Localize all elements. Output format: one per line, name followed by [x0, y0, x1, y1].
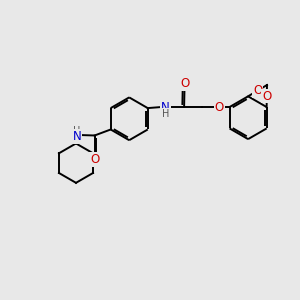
Text: N: N	[161, 101, 170, 114]
Text: O: O	[90, 153, 99, 166]
Text: N: N	[73, 130, 81, 143]
Text: O: O	[180, 76, 189, 90]
Text: O: O	[214, 100, 224, 113]
Text: O: O	[262, 89, 272, 103]
Text: H: H	[162, 109, 169, 119]
Text: O: O	[253, 84, 262, 97]
Text: H: H	[74, 126, 81, 136]
